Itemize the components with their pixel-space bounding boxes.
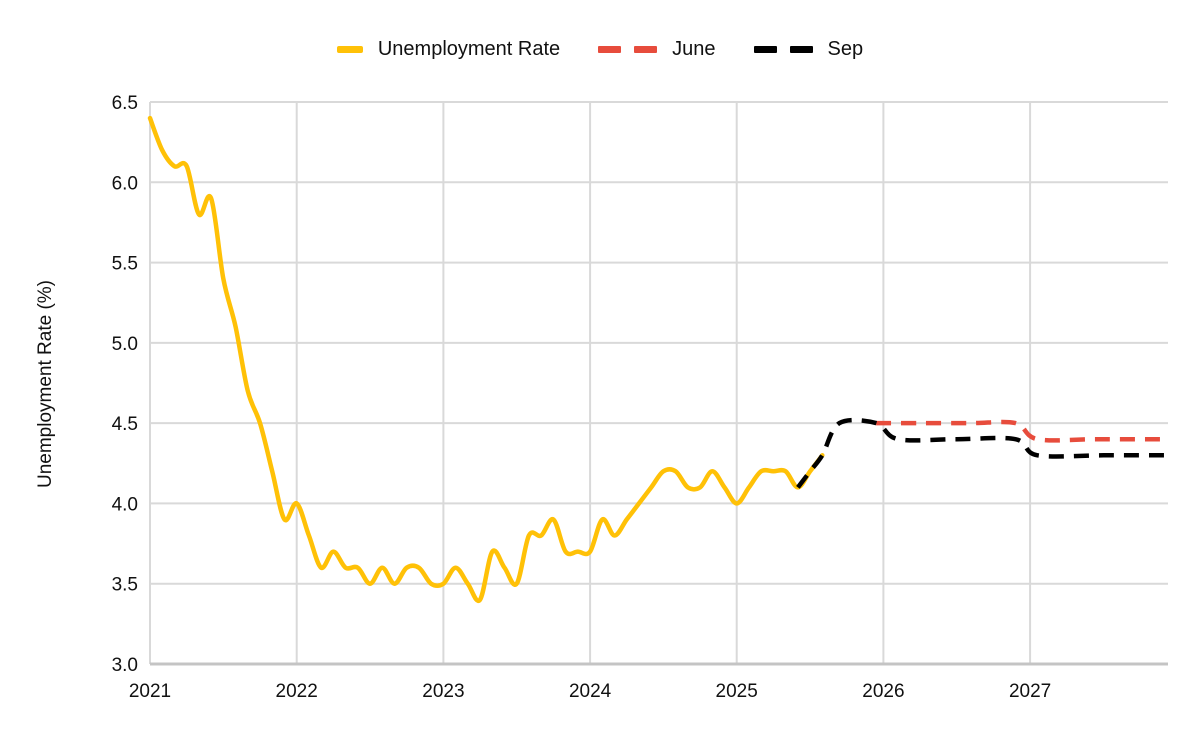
legend-dash-icon (598, 45, 622, 53)
y-tick-label: 6.0 (112, 173, 138, 194)
x-tick-label: 2022 (276, 681, 318, 702)
series-line-unemployment-rate[interactable] (147, 115, 825, 604)
legend-swatch-dashed-line (598, 45, 658, 53)
y-tick-label: 5.0 (112, 334, 138, 355)
legend-dash-icon (634, 45, 658, 53)
x-tick-label: 2025 (716, 681, 758, 702)
x-tick-label: 2021 (129, 681, 171, 702)
legend-dash-icon (753, 45, 777, 53)
y-axis-title: Unemployment Rate (%) (35, 279, 56, 489)
y-tick-label: 4.5 (112, 414, 138, 435)
legend-item-june[interactable]: June (598, 37, 716, 61)
series-line-sep[interactable] (796, 417, 1166, 489)
legend-label-unemployment-rate: Unemployment Rate (377, 38, 561, 60)
x-tick-label: 2024 (569, 681, 612, 702)
legend-item-unemployment-rate[interactable]: Unemployment Rate (336, 37, 561, 61)
legend-label-june: June (672, 38, 716, 60)
y-tick-label: 3.5 (112, 575, 138, 596)
legend-item-sep[interactable]: Sep (753, 37, 864, 61)
x-tick-label: 2026 (862, 681, 904, 702)
chart-legend: Unemployment Rate June Sep (0, 37, 1200, 61)
legend-swatch-solid-line (336, 45, 363, 53)
legend-label-sep: Sep (827, 38, 864, 60)
y-tick-label: 3.0 (112, 655, 138, 676)
y-tick-label: 6.5 (112, 93, 138, 114)
legend-dash-icon (789, 45, 813, 53)
series-line-june[interactable] (876, 419, 1166, 443)
x-tick-label: 2023 (422, 681, 464, 702)
y-tick-label: 4.0 (112, 494, 138, 515)
legend-swatch-dashed-line (753, 45, 813, 53)
y-tick-label: 5.5 (112, 254, 138, 275)
x-tick-label: 2027 (1009, 681, 1051, 702)
